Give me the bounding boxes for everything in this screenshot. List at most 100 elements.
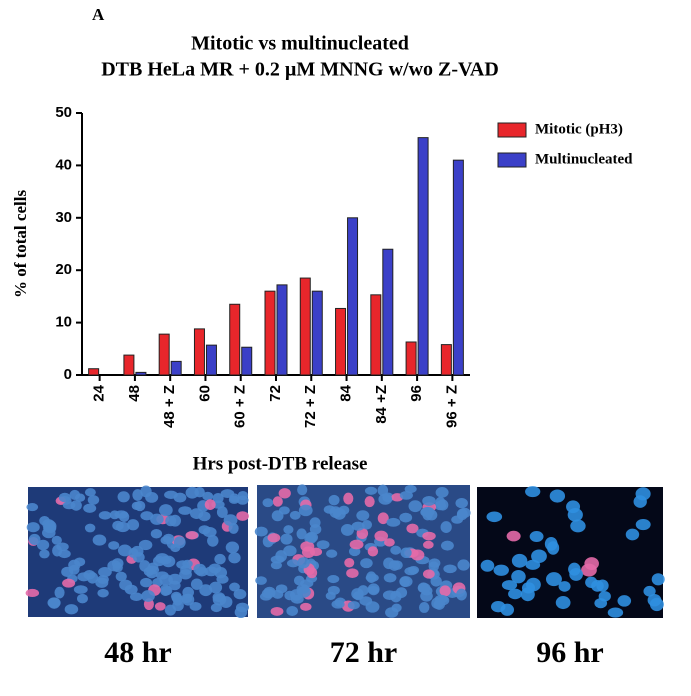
nucleus [199,584,213,597]
x-tick-label: 48 + Z [161,385,178,428]
nucleus [119,511,130,523]
nucleus [390,545,402,555]
nucleus [283,545,297,557]
nucleus [365,573,379,582]
chart-subtitle: DTB HeLa MR + 0.2 µM MNNG w/wo Z-VAD [101,59,499,81]
nucleus [159,556,172,565]
nucleus [270,606,284,616]
nucleus [289,510,301,520]
nucleus [267,533,281,543]
nucleus [130,592,143,602]
nucleus [434,594,449,604]
nucleus [558,581,571,592]
nucleus [351,588,364,600]
nucleus [158,504,173,517]
nucleus [283,525,294,534]
nucleus [164,490,178,499]
nucleus [76,593,88,604]
nucleus [594,598,608,609]
nucleus [228,552,241,564]
nucleus [112,520,124,531]
micrographs: 48 hr 72 hr 96 hr [25,484,665,669]
x-tick-label: 72 + Z [302,385,319,428]
nucleus [216,506,228,518]
nucleus [48,597,61,609]
nucleus [132,489,143,501]
nucleus [566,500,581,514]
legend-label: Multinucleated [535,151,633,167]
nucleus [301,546,315,558]
bar [88,368,100,376]
nucleus [643,585,656,597]
nucleus [356,510,370,521]
nucleus [435,496,446,509]
nucleus [408,500,423,513]
nucleus [346,568,359,579]
nucleus [223,514,238,526]
nucleus [202,526,217,538]
nucleus [212,592,226,603]
nucleus [596,579,609,592]
bar [123,354,135,376]
nucleus [399,576,413,587]
nucleus [300,602,312,611]
nucleus [455,497,468,509]
nucleus [259,592,272,601]
nucleus [70,500,82,511]
bar [241,346,253,376]
nucleus [343,492,354,505]
nucleus [111,558,124,569]
nucleus [207,534,219,547]
nucleus [435,487,449,498]
nucleus [349,539,364,550]
nucleus [289,589,303,601]
nucleus [141,590,155,602]
nucleus [332,507,346,520]
nucleus [351,521,365,531]
nucleus [254,526,268,537]
nucleus [408,565,420,575]
nucleus [190,508,204,519]
x-tick-label: 24 [91,384,108,401]
nucleus [39,549,50,559]
nucleus [425,509,438,521]
nucleus [418,582,429,593]
nucleus [202,491,214,501]
x-tick-label: 72 [267,385,284,402]
nucleus [43,523,55,533]
nucleus [108,541,120,550]
nucleus [214,566,228,579]
nucleus [400,547,412,559]
nucleus [316,540,330,550]
nucleus [179,569,192,580]
y-axis-label: % of total cells [11,190,30,298]
nucleus [178,506,192,515]
y-tick-label: 0 [64,366,72,383]
bar [311,290,323,376]
nucleus [236,511,249,521]
x-tick-label: 84 +Z [373,385,390,424]
bar [299,277,311,376]
nucleus [419,602,430,613]
nucleus [422,569,435,579]
nucleus [51,535,62,545]
legend-label: Mitotic (pH3) [535,121,623,137]
nucleus [298,504,313,517]
nucleus [635,518,651,531]
nucleus [204,499,216,510]
nucleus [165,515,177,527]
nucleus [456,588,467,601]
nucleus [214,553,226,565]
nucleus [286,559,300,568]
nucleus [361,519,373,530]
nucleus [36,539,50,551]
bar [370,294,382,376]
nucleus [138,539,153,551]
nucleus [64,604,79,615]
nucleus [305,531,319,543]
nucleus [140,511,154,521]
nucleus [128,547,139,559]
nucleus [58,492,71,503]
nucleus [61,566,74,577]
